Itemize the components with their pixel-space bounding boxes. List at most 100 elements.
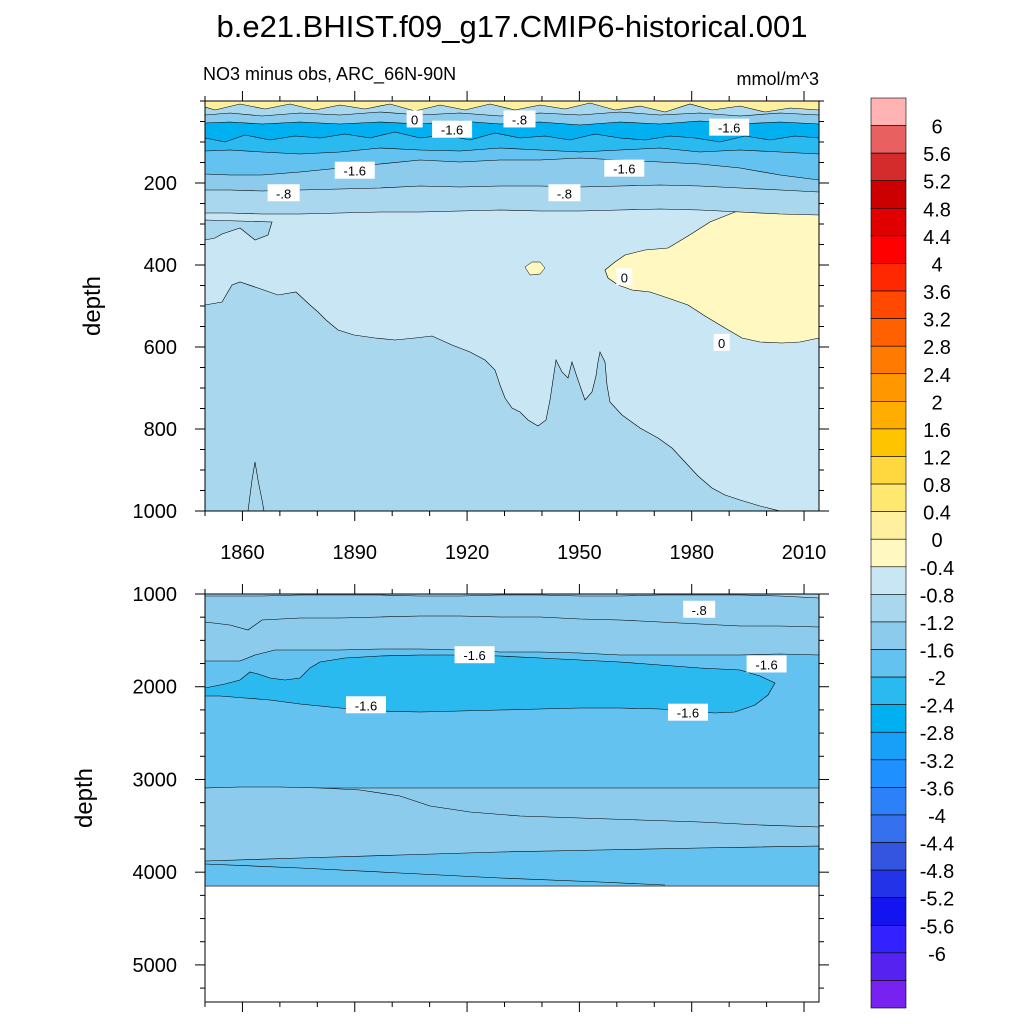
colorbar-swatch xyxy=(870,787,907,816)
colorbar-swatch xyxy=(870,759,907,788)
contour-label-bg xyxy=(548,184,581,202)
colorbar-label: -2 xyxy=(928,668,946,690)
colorbar-label: 3.2 xyxy=(923,310,951,332)
y-tick-label: 3000 xyxy=(133,769,178,791)
colorbar-label: 5.6 xyxy=(923,144,951,166)
colorbar-swatch xyxy=(870,152,907,182)
y-tick-label: 400 xyxy=(144,255,177,277)
contour-label-bg xyxy=(406,110,423,128)
colorbar-swatch xyxy=(870,180,907,209)
upper-y-axis-label: depth xyxy=(79,276,106,336)
colorbar-label: 0.4 xyxy=(923,503,951,525)
contour-label-text: -1.6 xyxy=(355,698,377,713)
contour-label-bg xyxy=(604,159,645,177)
colorbar-swatch xyxy=(870,704,907,733)
upper-contour-labels: 0 -1.6 -.8 -1.6 -1.6 -1.6 -.8 -.8 0 0 xyxy=(267,110,750,351)
colorbar-swatch xyxy=(870,952,907,981)
lower-panel-frame xyxy=(204,593,820,1003)
panel-subtitle: NO3 minus obs, ARC_66N-90N xyxy=(203,64,456,85)
colorbar-label: 3.6 xyxy=(923,282,951,304)
contour-label-text: -.8 xyxy=(692,603,707,618)
contour-region-left-lobe xyxy=(205,219,273,241)
contour-line-lower-top xyxy=(205,615,819,631)
contour-label: -1.6 xyxy=(432,120,473,138)
contour-band-positive-surface xyxy=(205,101,819,113)
colorbar-swatch xyxy=(870,621,907,650)
colorbar-swatch xyxy=(870,980,907,1009)
colorbar-label: 1.2 xyxy=(923,447,951,469)
contour-label-bg xyxy=(267,184,300,202)
colorbar-swatch xyxy=(870,538,907,568)
contour-label-text: -.8 xyxy=(276,186,291,201)
contour-label: 0 xyxy=(406,110,423,128)
x-tick-label: 2010 xyxy=(782,542,827,564)
colorbar-swatch xyxy=(870,731,907,761)
y-tick-label: 600 xyxy=(144,337,177,359)
contour-label-bg xyxy=(746,655,787,673)
contour-label: -1.6 xyxy=(454,646,495,664)
colorbar-swatch xyxy=(870,125,907,154)
contour-region-positive-blob xyxy=(524,261,546,276)
contour-label-bg xyxy=(667,703,708,721)
colorbar-swatch xyxy=(870,649,907,678)
colorbar-label: -2.8 xyxy=(920,723,954,745)
contour-label: -.8 xyxy=(503,110,536,128)
colorbar-swatch xyxy=(870,97,907,126)
colorbar-swatch xyxy=(870,456,907,485)
colorbar-swatch xyxy=(870,428,907,457)
contour-label-bg xyxy=(683,600,716,618)
x-tick-label: 1920 xyxy=(445,542,490,564)
contour-label-text: -1.6 xyxy=(344,164,366,179)
colorbar-label: -1.2 xyxy=(920,613,954,635)
contour-label: -.8 xyxy=(683,600,716,618)
contour-band-lower-deep xyxy=(205,845,819,887)
contour-label-text: 0 xyxy=(718,336,725,351)
lower-contour-labels: -.8 -1.6 -1.6 -1.6 -1.6 xyxy=(345,600,787,721)
colorbar-swatch xyxy=(870,566,907,595)
contour-label-text: -1.6 xyxy=(677,706,699,721)
colorbar-swatch xyxy=(870,263,907,292)
lower-panel-plot xyxy=(205,594,819,1002)
colorbar-label: 2.4 xyxy=(923,365,951,387)
contour-label-text: -1.6 xyxy=(441,123,463,138)
contour-label: -1.6 xyxy=(334,161,375,179)
colorbar-label: 6 xyxy=(931,117,942,139)
colorbar-label: -2.4 xyxy=(920,696,954,718)
contour-label: -.8 xyxy=(267,184,300,202)
y-tick-label: 2000 xyxy=(133,677,178,699)
x-tick-label: 1890 xyxy=(333,542,378,564)
colorbar-label: 0 xyxy=(931,530,942,552)
contour-label-bg xyxy=(709,118,750,136)
contour-label-text: -.8 xyxy=(512,112,527,127)
colorbar-swatch xyxy=(870,401,907,430)
contour-label: -1.6 xyxy=(709,118,750,136)
contour-region-positive-east xyxy=(604,207,819,344)
contour-label-text: 0 xyxy=(621,270,628,285)
contour-label-bg xyxy=(432,120,473,138)
colorbar-label: -4.8 xyxy=(920,861,954,883)
contour-line-deep-left xyxy=(247,461,265,511)
lower-panel-ticks: 1000 2000 3000 4000 5000 xyxy=(133,584,829,1012)
colorbar-swatch xyxy=(870,842,907,871)
colorbar-label: -5.2 xyxy=(920,889,954,911)
colorbar: 6 5.6 5.2 4.8 4.4 4 3.6 3.2 2.8 2.4 2 1.6 1.2 0.8 0.4 0… xyxy=(870,97,954,1009)
x-tick-label: 1860 xyxy=(220,542,265,564)
colorbar-swatch xyxy=(870,345,907,375)
y-tick-label: 1000 xyxy=(133,501,178,523)
y-tick-label: 800 xyxy=(144,419,177,441)
contour-label-bg xyxy=(616,268,633,286)
y-tick-label: 1000 xyxy=(133,584,178,606)
colorbar-swatch xyxy=(870,594,907,623)
contour-label: 0 xyxy=(616,268,633,286)
colorbar-label: 1.6 xyxy=(923,420,951,442)
contour-label-text: -1.6 xyxy=(718,121,740,136)
lower-y-axis-label: depth xyxy=(71,768,98,828)
colorbar-label: -0.4 xyxy=(920,558,954,580)
contour-label: -1.6 xyxy=(746,655,787,673)
colorbar-label: 0.8 xyxy=(923,475,951,497)
colorbar-label: 4.8 xyxy=(923,199,951,221)
colorbar-label: -6 xyxy=(928,944,946,966)
colorbar-swatch xyxy=(870,869,907,898)
x-tick-label: 1950 xyxy=(557,542,602,564)
